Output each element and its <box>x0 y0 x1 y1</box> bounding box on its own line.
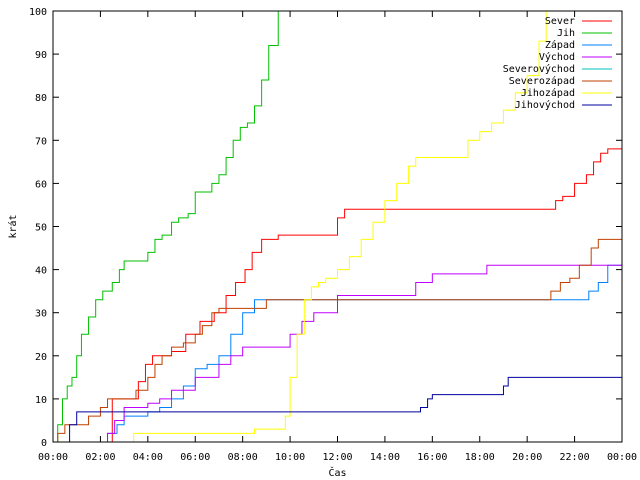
y-tick-label: 60 <box>35 179 47 190</box>
y-tick-label: 90 <box>35 50 47 61</box>
x-tick-label: 00:00 <box>38 452 68 463</box>
y-axis-title: krát <box>7 214 19 238</box>
ticks-layer: 00:00 02:00 04:00 06:00 08:00 10:00 12:00 14:00… <box>29 7 637 463</box>
y-tick-label: 10 <box>35 395 47 406</box>
legend-label: Jih <box>557 28 575 39</box>
y-tick-label: 50 <box>35 223 47 234</box>
series-line-jih <box>53 11 279 443</box>
y-tick-label: 40 <box>35 266 47 277</box>
series-layer <box>53 11 623 443</box>
series-line-jihozapad <box>53 11 547 443</box>
x-tick-label: 22:00 <box>560 452 590 463</box>
x-tick-label: 18:00 <box>465 452 495 463</box>
y-tick-label: 100 <box>29 7 47 18</box>
legend-label: Východ <box>539 51 575 63</box>
series-line-sever <box>53 148 622 443</box>
x-tick-label: 00:00 <box>607 452 637 463</box>
y-tick-label: 80 <box>35 93 47 104</box>
x-tick-label: 06:00 <box>180 452 210 463</box>
x-tick-label: 14:00 <box>370 452 400 463</box>
x-tick-label: 10:00 <box>275 452 305 463</box>
legend: SeverJihZápadVýchodSeverovýchodSeverozáp… <box>503 16 612 111</box>
x-axis-title: Čas <box>328 466 346 479</box>
y-tick-label: 20 <box>35 352 47 363</box>
legend-label: Severovýchod <box>503 63 575 75</box>
x-tick-label: 20:00 <box>512 452 542 463</box>
y-tick-label: 0 <box>41 438 47 449</box>
legend-label: Západ <box>545 39 575 51</box>
x-tick-label: 02:00 <box>85 452 115 463</box>
y-tick-label: 70 <box>35 136 47 147</box>
x-tick-label: 12:00 <box>322 452 352 463</box>
legend-label: Severozápad <box>509 75 575 87</box>
legend-label: Sever <box>545 16 575 27</box>
legend-label: Jihovýchod <box>515 99 575 111</box>
legend-label: Jihozápad <box>521 87 575 99</box>
x-tick-label: 16:00 <box>417 452 447 463</box>
x-tick-label: 08:00 <box>228 452 258 463</box>
series-line-vychod <box>53 264 622 443</box>
series-line-jihovychod <box>53 376 622 443</box>
y-tick-label: 30 <box>35 309 47 320</box>
x-tick-label: 04:00 <box>133 452 163 463</box>
series-line-severozapad <box>53 238 622 443</box>
